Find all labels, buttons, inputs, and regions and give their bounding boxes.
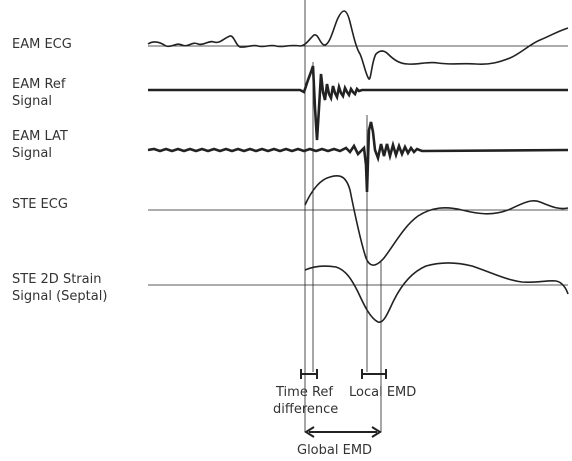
label-ste-strain-line1: STE 2D Strain — [12, 272, 101, 287]
label-eam-ecg: EAM ECG — [12, 37, 72, 52]
label-ste-strain-line2: Signal (Septal) — [12, 289, 107, 304]
trace-ste-strain — [304, 262, 569, 323]
label-global-emd: Global EMD — [297, 443, 372, 458]
trace-eam-ref — [148, 65, 568, 141]
label-time-ref-line1: Time Ref — [275, 385, 333, 400]
time-ref-difference-marker — [300, 369, 318, 379]
label-ste-ecg: STE ECG — [12, 197, 68, 212]
label-eam-lat-line2: Signal — [12, 146, 52, 161]
label-eam-ref-line1: EAM Ref — [12, 77, 66, 92]
label-eam-lat-line1: EAM LAT — [12, 129, 68, 144]
trace-eam-ecg — [147, 10, 569, 80]
trace-eam-lat — [147, 121, 569, 193]
label-local-emd: Local EMD — [349, 385, 416, 400]
local-emd-marker — [361, 369, 387, 379]
global-emd-arrow — [304, 426, 382, 438]
label-eam-ref-line2: Signal — [12, 94, 52, 109]
trace-ste-ecg — [304, 175, 569, 266]
label-time-ref-line2: difference — [273, 402, 338, 417]
